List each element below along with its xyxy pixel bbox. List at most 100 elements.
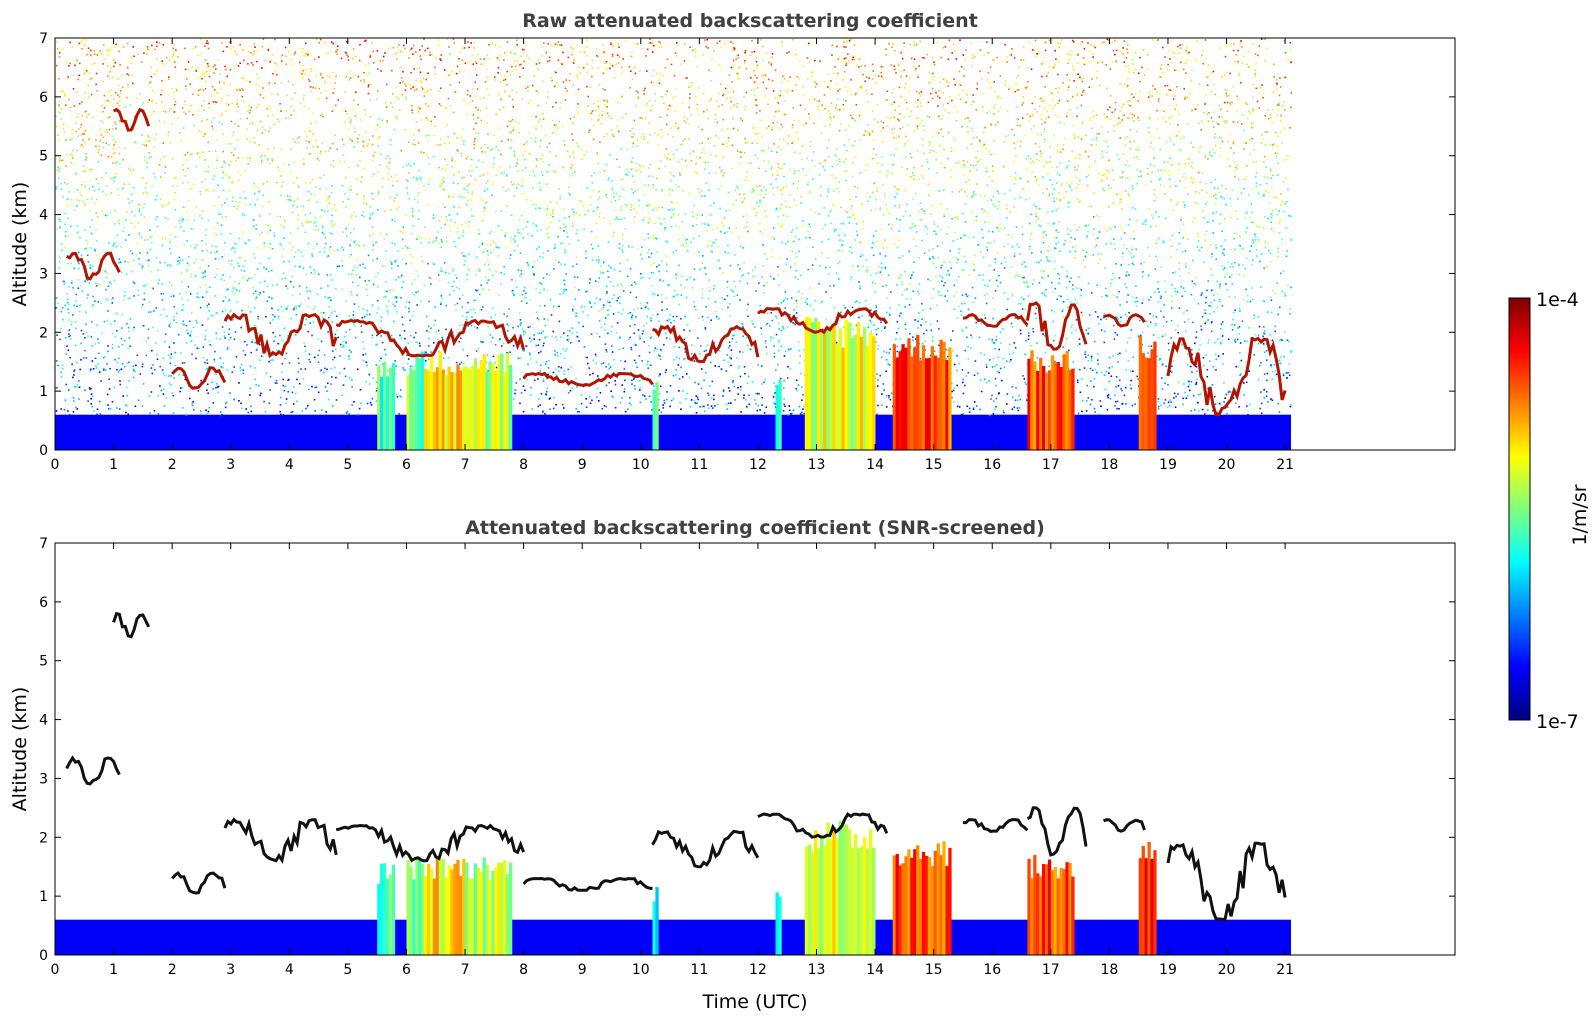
precip-shaft <box>412 369 416 450</box>
precip-shaft <box>380 376 384 450</box>
precip-shaft <box>1033 855 1037 955</box>
precip-shaft <box>1144 357 1148 450</box>
x-tick-label: 6 <box>402 962 411 978</box>
precip-shaft <box>804 846 809 955</box>
precip-shaft <box>470 878 475 955</box>
x-axis-label: Time (UTC) <box>701 991 807 1013</box>
x-tick-label: 14 <box>866 457 884 473</box>
precip-shaft <box>427 370 431 450</box>
x-tick-label: 3 <box>226 457 235 473</box>
precip-shaft <box>865 848 870 955</box>
cloud-layer <box>757 307 889 335</box>
precip-shaft <box>380 863 384 955</box>
x-tick-label: 5 <box>343 457 352 473</box>
precip-shaft <box>913 849 917 955</box>
x-tick-label: 13 <box>808 962 826 978</box>
y-tick-label: 0 <box>39 948 48 964</box>
precip-shaft <box>468 368 472 450</box>
cloud-layer <box>171 366 227 390</box>
precip-shaft <box>418 358 422 450</box>
precip-shaft <box>429 868 434 955</box>
cloud-layer <box>112 107 151 132</box>
precip-shaft <box>904 856 908 955</box>
precip-shaft <box>424 368 428 450</box>
x-tick-label: 12 <box>749 962 767 978</box>
precip-shaft <box>907 338 911 450</box>
precip-shaft <box>435 856 440 955</box>
precip-shaft <box>1042 366 1046 450</box>
precip-shaft <box>936 357 940 450</box>
precip-shaft <box>441 859 445 955</box>
x-tick-label: 16 <box>983 457 1001 473</box>
precip-shaft <box>850 847 855 955</box>
precip-shaft <box>817 848 821 955</box>
precip-shaft <box>850 337 855 450</box>
precip-shaft <box>503 860 507 955</box>
x-tick-label: 21 <box>1276 962 1294 978</box>
x-tick-label: 13 <box>808 457 826 473</box>
precip-shaft <box>862 327 867 450</box>
precip-shaft <box>1027 358 1031 450</box>
y-tick-label: 4 <box>39 208 48 224</box>
precip-shaft <box>1050 355 1055 450</box>
precip-shaft <box>942 841 946 955</box>
precip-shaft <box>1059 868 1063 955</box>
precip-shaft <box>901 863 905 955</box>
precip-shaft <box>1056 362 1060 450</box>
precip-shaft <box>421 864 425 955</box>
precip-shaft <box>377 883 381 955</box>
precip-shaft <box>1056 878 1060 955</box>
precip-shaft <box>438 351 442 450</box>
x-tick-label: 20 <box>1218 962 1236 978</box>
precip-shaft <box>872 847 876 955</box>
x-tick-label: 1 <box>109 457 118 473</box>
cloud-layer <box>1026 806 1088 857</box>
precip-shaft <box>1059 367 1063 450</box>
x-tick-label: 15 <box>925 962 943 978</box>
precip-shaft <box>916 334 920 450</box>
precip-shaft <box>1138 335 1142 450</box>
precip-shaft <box>1036 371 1040 450</box>
x-axis-ticks: 0 1 2 3 4 5 6 7 8 9 10 11 12 13 14 15 16 17 18 19 20 21 <box>51 543 1294 978</box>
precip-shaft <box>804 316 809 450</box>
boundary-layer-band <box>55 414 1291 450</box>
precip-shaft <box>810 322 815 450</box>
precip-shaft <box>1053 866 1057 955</box>
cloud-layer <box>1102 818 1146 833</box>
precip-shaft <box>948 847 952 955</box>
x-tick-label: 7 <box>461 457 470 473</box>
precip-shaft <box>820 333 824 450</box>
precip-shaft <box>503 372 507 450</box>
cloud-layer <box>651 829 760 869</box>
y-tick-label: 2 <box>39 830 48 846</box>
y-axis-label: Altitude (km) <box>9 687 31 812</box>
precip-shaft <box>1150 349 1154 450</box>
precip-shaft <box>1141 353 1145 450</box>
precip-shaft <box>1068 369 1072 450</box>
precip-shaft <box>652 901 656 955</box>
x-tick-label: 7 <box>461 962 470 978</box>
precip-shaft <box>485 864 489 955</box>
precip-shaft <box>473 358 478 450</box>
precip-shaft <box>468 878 472 955</box>
precip-shaft <box>1062 869 1066 955</box>
y-axis-label: Altitude (km) <box>9 182 31 307</box>
precip-shaft <box>447 865 451 955</box>
precip-shaft <box>916 845 920 955</box>
precip-shaft <box>872 336 876 450</box>
precip-shaft <box>1030 350 1034 450</box>
plot-frame <box>54 542 1456 956</box>
plot-area <box>55 38 1293 450</box>
precip-shaft <box>859 336 864 450</box>
y-tick-label: 5 <box>39 654 48 670</box>
x-tick-label: 17 <box>1042 457 1060 473</box>
precip-shaft <box>847 322 852 450</box>
x-tick-label: 0 <box>51 962 60 978</box>
cloud-layer <box>335 823 525 863</box>
precip-shaft <box>1045 864 1049 955</box>
precip-shaft <box>500 353 504 450</box>
precip-shaft <box>652 389 656 450</box>
precip-shaft <box>948 347 952 450</box>
precip-shaft <box>432 878 437 955</box>
